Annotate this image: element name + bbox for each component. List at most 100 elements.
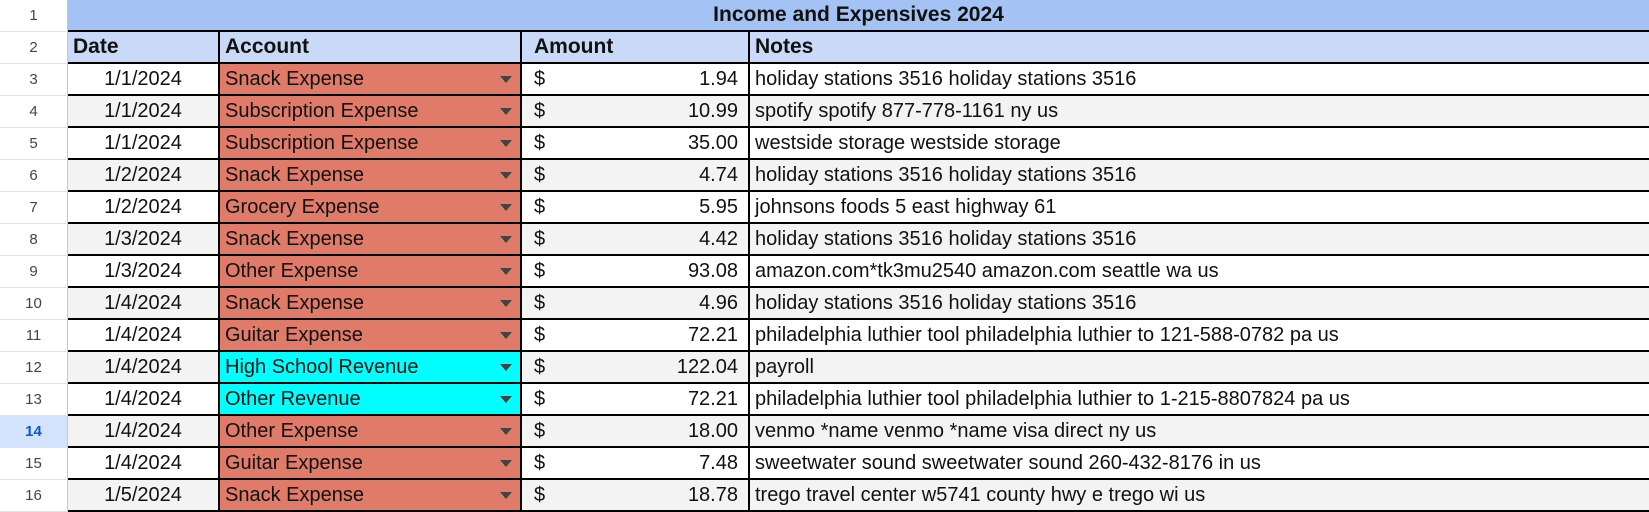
dropdown-arrow-icon[interactable]	[500, 331, 512, 339]
account-dropdown-cell[interactable]: Other Expense	[220, 256, 522, 288]
account-column-header[interactable]: Account	[220, 32, 522, 64]
account-dropdown-cell[interactable]: Guitar Expense	[220, 320, 522, 352]
notes-cell[interactable]: venmo *name venmo *name visa direct ny u…	[750, 416, 1649, 448]
amount-value: 35.00	[687, 131, 738, 154]
dropdown-arrow-icon[interactable]	[500, 395, 512, 403]
dropdown-arrow-icon[interactable]	[500, 75, 512, 83]
notes-cell[interactable]: philadelphia luthier tool philadelphia l…	[750, 320, 1649, 352]
date-cell[interactable]: 1/1/2024	[68, 128, 220, 160]
notes-cell[interactable]: holiday stations 3516 holiday stations 3…	[750, 160, 1649, 192]
table-row: 5 1/1/2024 Subscription Expense $35.00 wests…	[0, 128, 1649, 160]
date-cell[interactable]: 1/4/2024	[68, 352, 220, 384]
notes-cell[interactable]: amazon.com*tk3mu2540 amazon.com seattle …	[750, 256, 1649, 288]
date-column-header[interactable]: Date	[68, 32, 220, 64]
row-header[interactable]: 15	[0, 448, 68, 480]
dropdown-arrow-icon[interactable]	[500, 139, 512, 147]
amount-cell[interactable]: $4.96	[522, 288, 750, 320]
row-header[interactable]: 8	[0, 224, 68, 256]
account-label: Grocery Expense	[225, 195, 380, 218]
row-header[interactable]: 9	[0, 256, 68, 288]
row-header[interactable]: 5	[0, 128, 68, 160]
amount-cell[interactable]: $1.94	[522, 64, 750, 96]
date-cell[interactable]: 1/5/2024	[68, 480, 220, 512]
notes-cell[interactable]: philadelphia luthier tool philadelphia l…	[750, 384, 1649, 416]
notes-cell[interactable]: westside storage westside storage	[750, 128, 1649, 160]
dropdown-arrow-icon[interactable]	[500, 427, 512, 435]
date-cell[interactable]: 1/4/2024	[68, 448, 220, 480]
dropdown-arrow-icon[interactable]	[500, 235, 512, 243]
amount-cell[interactable]: $72.21	[522, 384, 750, 416]
date-cell[interactable]: 1/4/2024	[68, 320, 220, 352]
account-dropdown-cell[interactable]: Snack Expense	[220, 480, 522, 512]
amount-cell[interactable]: $35.00	[522, 128, 750, 160]
account-dropdown-cell[interactable]: Subscription Expense	[220, 96, 522, 128]
date-cell[interactable]: 1/2/2024	[68, 192, 220, 224]
table-row: 12 1/4/2024 High School Revenue $122.04 payr…	[0, 352, 1649, 384]
row-header[interactable]: 6	[0, 160, 68, 192]
account-dropdown-cell[interactable]: Subscription Expense	[220, 128, 522, 160]
date-cell[interactable]: 1/4/2024	[68, 384, 220, 416]
date-cell[interactable]: 1/2/2024	[68, 160, 220, 192]
amount-value: 72.21	[687, 387, 738, 410]
notes-cell[interactable]: holiday stations 3516 holiday stations 3…	[750, 64, 1649, 96]
account-dropdown-cell[interactable]: Snack Expense	[220, 288, 522, 320]
dropdown-arrow-icon[interactable]	[500, 363, 512, 371]
account-dropdown-cell[interactable]: High School Revenue	[220, 352, 522, 384]
notes-cell[interactable]: johnsons foods 5 east highway 61	[750, 192, 1649, 224]
amount-cell[interactable]: $4.42	[522, 224, 750, 256]
notes-cell[interactable]: payroll	[750, 352, 1649, 384]
table-row: 8 1/3/2024 Snack Expense $4.42 holiday stati…	[0, 224, 1649, 256]
dropdown-arrow-icon[interactable]	[500, 267, 512, 275]
date-cell[interactable]: 1/3/2024	[68, 224, 220, 256]
amount-column-header[interactable]: Amount	[522, 32, 750, 64]
row-header[interactable]: 3	[0, 64, 68, 96]
row-header[interactable]: 12	[0, 352, 68, 384]
row-header[interactable]: 2	[0, 32, 68, 64]
notes-column-header[interactable]: Notes	[750, 32, 1649, 64]
amount-cell[interactable]: $18.00	[522, 416, 750, 448]
account-dropdown-cell[interactable]: Other Expense	[220, 416, 522, 448]
dropdown-arrow-icon[interactable]	[500, 171, 512, 179]
amount-cell[interactable]: $5.95	[522, 192, 750, 224]
amount-cell[interactable]: $7.48	[522, 448, 750, 480]
notes-cell[interactable]: spotify spotify 877-778-1161 ny us	[750, 96, 1649, 128]
sheet-title[interactable]: Income and Expensives 2024	[68, 0, 1649, 32]
dropdown-arrow-icon[interactable]	[500, 107, 512, 115]
dropdown-arrow-icon[interactable]	[500, 491, 512, 499]
amount-cell[interactable]: $122.04	[522, 352, 750, 384]
account-label: Snack Expense	[225, 291, 364, 314]
amount-cell[interactable]: $93.08	[522, 256, 750, 288]
account-dropdown-cell[interactable]: Other Revenue	[220, 384, 522, 416]
account-label: Other Expense	[225, 259, 359, 282]
date-cell[interactable]: 1/1/2024	[68, 96, 220, 128]
row-header[interactable]: 14	[0, 416, 68, 448]
date-cell[interactable]: 1/4/2024	[68, 288, 220, 320]
row-header[interactable]: 7	[0, 192, 68, 224]
notes-cell[interactable]: trego travel center w5741 county hwy e t…	[750, 480, 1649, 512]
row-header[interactable]: 16	[0, 480, 68, 512]
notes-cell[interactable]: holiday stations 3516 holiday stations 3…	[750, 288, 1649, 320]
row-header[interactable]: 11	[0, 320, 68, 352]
date-cell[interactable]: 1/1/2024	[68, 64, 220, 96]
account-dropdown-cell[interactable]: Grocery Expense	[220, 192, 522, 224]
date-cell[interactable]: 1/3/2024	[68, 256, 220, 288]
row-header[interactable]: 4	[0, 96, 68, 128]
amount-cell[interactable]: $4.74	[522, 160, 750, 192]
dropdown-arrow-icon[interactable]	[500, 299, 512, 307]
account-dropdown-cell[interactable]: Snack Expense	[220, 64, 522, 96]
account-dropdown-cell[interactable]: Guitar Expense	[220, 448, 522, 480]
row-header[interactable]: 13	[0, 384, 68, 416]
account-dropdown-cell[interactable]: Snack Expense	[220, 160, 522, 192]
amount-cell[interactable]: $72.21	[522, 320, 750, 352]
dropdown-arrow-icon[interactable]	[500, 203, 512, 211]
amount-cell[interactable]: $10.99	[522, 96, 750, 128]
notes-cell[interactable]: holiday stations 3516 holiday stations 3…	[750, 224, 1649, 256]
account-dropdown-cell[interactable]: Snack Expense	[220, 224, 522, 256]
notes-cell[interactable]: sweetwater sound sweetwater sound 260-43…	[750, 448, 1649, 480]
row-header[interactable]: 10	[0, 288, 68, 320]
row-header[interactable]: 1	[0, 0, 68, 32]
amount-cell[interactable]: $18.78	[522, 480, 750, 512]
date-cell[interactable]: 1/4/2024	[68, 416, 220, 448]
amount-value: 4.42	[699, 227, 738, 250]
dropdown-arrow-icon[interactable]	[500, 459, 512, 467]
